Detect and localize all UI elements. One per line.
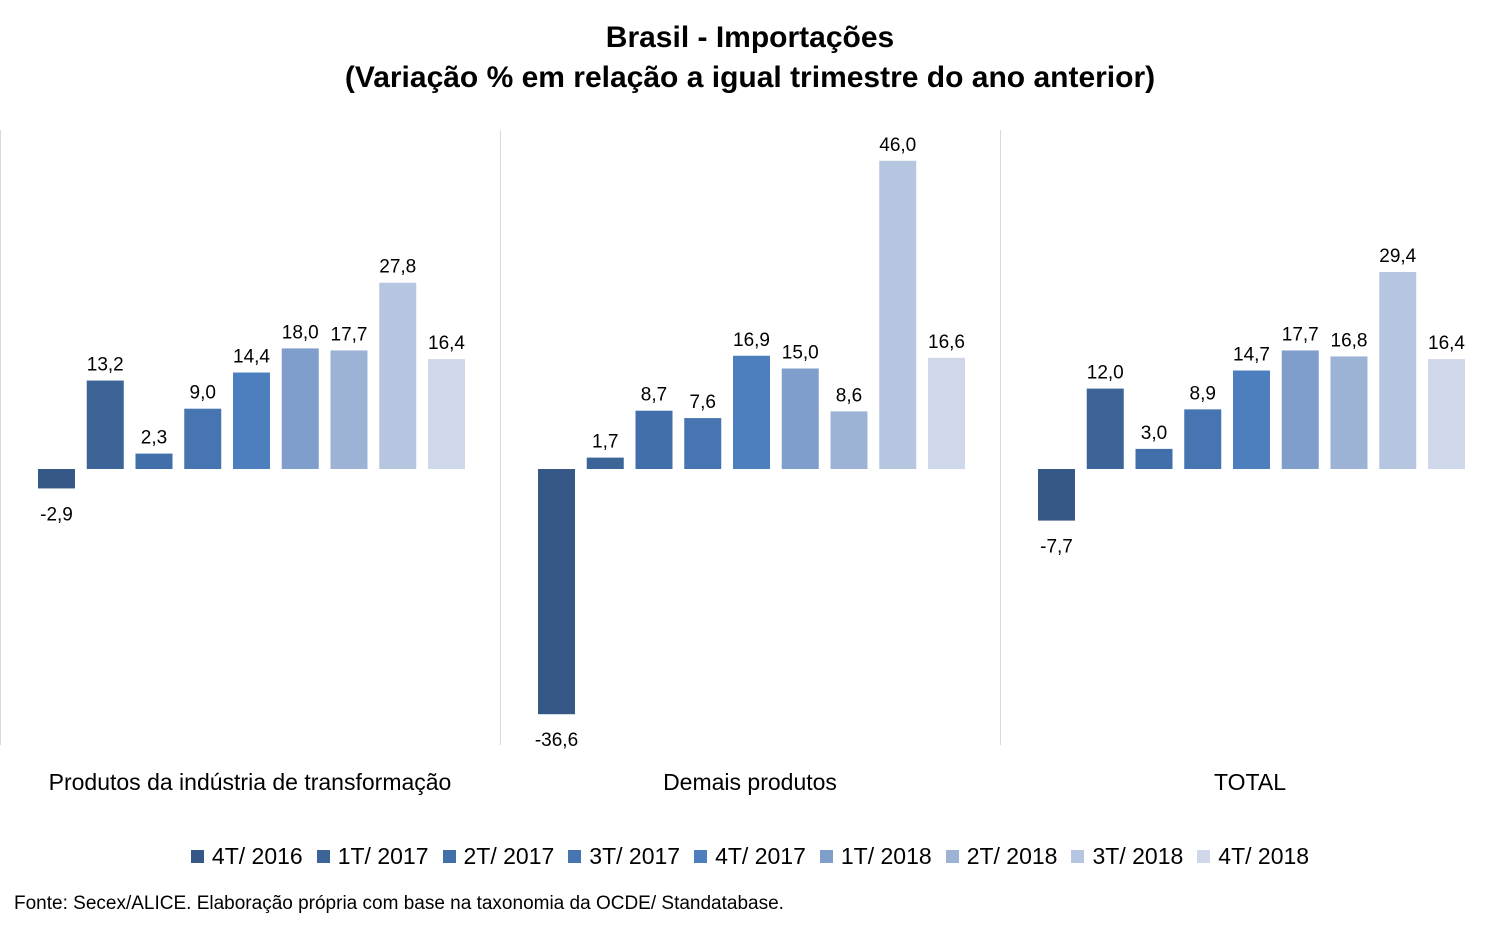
data-label: 7,6 [690, 392, 716, 413]
bar [86, 380, 124, 469]
chart-title-line2: (Variação % em relação a igual trimestre… [344, 61, 1156, 94]
legend-label: 2T/ 2017 [463, 843, 555, 869]
data-label: 16,8 [1331, 330, 1368, 351]
data-label: 15,0 [782, 343, 819, 364]
legend-swatch [568, 850, 582, 863]
category-label: Demais produtos [663, 769, 837, 795]
legend-label: 4T/ 2016 [211, 843, 303, 869]
legend-swatch [190, 850, 204, 863]
bar [428, 359, 465, 469]
legend-swatch [316, 850, 330, 863]
data-label: 14,4 [233, 347, 270, 368]
data-label: 16,4 [428, 333, 465, 354]
data-label: 17,7 [1282, 324, 1319, 345]
legend-item: 3T/ 2018 [1071, 843, 1183, 870]
bar [830, 411, 868, 469]
data-label: 18,0 [282, 322, 319, 343]
legend-swatch [1071, 850, 1085, 863]
bar [379, 282, 417, 469]
bar [281, 348, 319, 469]
legend-item: 1T/ 2018 [819, 843, 932, 870]
bar [330, 350, 368, 469]
legend-item: 2T/ 2017 [442, 843, 555, 870]
data-label: 27,8 [379, 257, 416, 278]
bar [1428, 359, 1465, 469]
bar [733, 355, 770, 469]
bar [1086, 388, 1124, 469]
legend-swatch [819, 850, 833, 863]
bar [233, 372, 270, 469]
data-label: 8,6 [836, 385, 862, 406]
chart-title: Brasil - Importações (Variação % em rela… [0, 18, 1500, 98]
legend-item: 4T/ 2016 [190, 843, 303, 870]
bar [1281, 350, 1319, 469]
bar [1330, 356, 1368, 469]
legend-label: 3T/ 2018 [1092, 843, 1184, 869]
legend-item: 4T/ 2017 [694, 843, 806, 870]
legend-label: 4T/ 2017 [715, 843, 806, 869]
legend-label: 1T/ 2017 [337, 843, 429, 869]
legend-item: 3T/ 2017 [568, 843, 680, 870]
legend-item: 4T/ 2018 [1197, 843, 1309, 870]
legend-item: 1T/ 2017 [316, 843, 429, 870]
legend-label: 3T/ 2017 [589, 843, 681, 869]
chart-title-line1: Brasil - Importações [605, 21, 895, 54]
legend: 4T/ 2016 1T/ 2017 2T/ 2017 3T/ 2017 4T/ 2017… [0, 843, 1500, 870]
bar [1135, 448, 1173, 469]
data-label: 8,7 [641, 385, 667, 406]
data-label: 29,4 [1379, 246, 1416, 267]
data-label: 16,6 [928, 332, 965, 353]
data-label: 16,9 [733, 330, 770, 351]
legend-item: 2T/ 2018 [945, 843, 1058, 870]
bar [1233, 370, 1270, 469]
bar [38, 469, 75, 489]
data-label: 14,7 [1233, 345, 1270, 366]
bar [538, 469, 575, 715]
data-label: 2,3 [141, 428, 167, 449]
category-label: Produtos da indústria de transformação [49, 769, 452, 795]
bar [184, 408, 222, 469]
category-label: TOTAL [1214, 769, 1286, 795]
legend-label: 1T/ 2018 [840, 843, 932, 869]
legend-label: 4T/ 2018 [1218, 843, 1310, 869]
data-label: -2,9 [40, 504, 73, 525]
bar [1184, 409, 1222, 469]
bar-chart: -2,9 13,2 2,3 9,0 14,4 18,0 17,7 27,8 16,4 Produt… [0, 130, 1465, 795]
data-label: 9,0 [190, 383, 216, 404]
bar [684, 418, 722, 469]
bar [586, 457, 624, 469]
data-label: 17,7 [331, 324, 368, 345]
data-label: 46,0 [879, 135, 916, 156]
legend-label: 2T/ 2018 [966, 843, 1058, 869]
data-label: 1,7 [592, 432, 618, 453]
data-label: 16,4 [1428, 333, 1465, 354]
bar [879, 160, 917, 470]
bar [635, 410, 673, 469]
data-label: 12,0 [1087, 363, 1124, 384]
data-label: -36,6 [535, 730, 578, 751]
data-label: 3,0 [1141, 423, 1167, 444]
bar [135, 453, 173, 469]
bar [928, 357, 965, 469]
legend-swatch [945, 850, 959, 863]
source-note: Fonte: Secex/ALICE. Elaboração própria c… [14, 893, 784, 914]
legend-swatch [694, 850, 708, 863]
data-label: 8,9 [1190, 383, 1216, 404]
data-label: 13,2 [87, 355, 124, 376]
bar [1379, 272, 1417, 469]
bar [1038, 469, 1075, 521]
legend-swatch [1197, 850, 1211, 863]
legend-swatch [442, 850, 456, 863]
bar [781, 368, 819, 469]
data-label: -7,7 [1040, 537, 1073, 558]
